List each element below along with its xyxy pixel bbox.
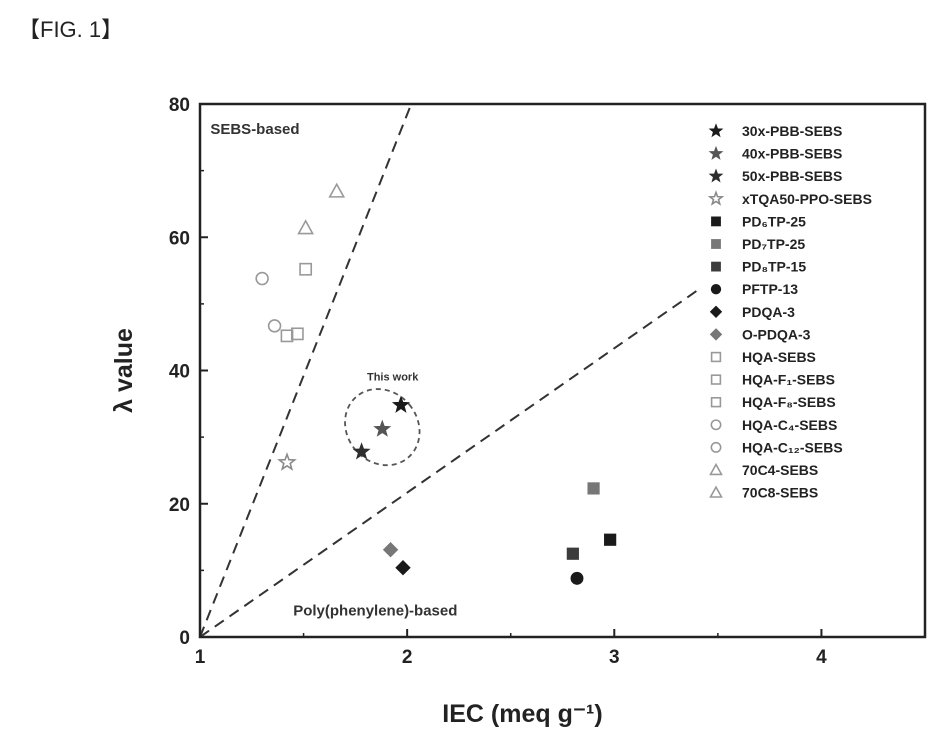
legend-label: HQA-F₈-SEBS [742, 394, 836, 410]
legend-label: 50x-PBB-SEBS [742, 168, 842, 184]
dashed-guide-line-2 [200, 289, 698, 637]
x-tick-label: 2 [402, 647, 413, 668]
data-point [587, 482, 600, 495]
legend-label: 70C8-SEBS [742, 485, 818, 501]
legend-marker [710, 351, 722, 363]
data-point [395, 560, 411, 576]
legend-marker [709, 305, 723, 319]
legend-label: PDQA-3 [742, 304, 795, 320]
legend-label: O-PDQA-3 [742, 326, 811, 342]
data-point [566, 547, 579, 560]
legend-label: HQA-SEBS [742, 349, 816, 365]
legend-label: PD₇TP-25 [742, 236, 805, 252]
y-tick-label: 40 [169, 362, 190, 383]
legend-label: HQA-F₁-SEBS [742, 372, 835, 388]
data-point [290, 327, 304, 341]
data-point [391, 395, 410, 413]
data-point [373, 419, 392, 437]
legend-marker [710, 284, 722, 295]
data-point [328, 182, 346, 198]
data-point [297, 219, 315, 235]
y-tick-label: 0 [179, 628, 190, 649]
legend-label: HQA-C₁₂-SEBS [742, 439, 843, 455]
chart-labels: IEC (meq g⁻¹) λ value SEBS-based Poly(pheny… [110, 121, 603, 728]
legend-marker [708, 123, 724, 138]
legend-marker [710, 396, 722, 408]
data-point [299, 262, 313, 276]
legend: 30x-PBB-SEBS 40x-PBB-SEBS 50x-PBB-SEBS xTQA… [707, 123, 872, 501]
data-point [570, 571, 584, 585]
legend-marker [710, 419, 722, 431]
data-point [604, 533, 617, 546]
data-point [255, 271, 269, 286]
legend-label: 30x-PBB-SEBS [742, 123, 842, 139]
y-tick-label: 80 [169, 95, 190, 116]
region-label-2: Poly(phenylene)-based [293, 603, 457, 620]
data-point [280, 329, 294, 343]
legend-label: PFTP-13 [742, 281, 798, 297]
legend-marker [711, 216, 721, 227]
legend-label: 70C4-SEBS [742, 462, 818, 478]
region-label-1: SEBS-based [210, 121, 299, 138]
x-tick-label: 4 [816, 647, 827, 668]
y-axis-title: λ value [110, 328, 138, 413]
legend-label: HQA-C₄-SEBS [742, 417, 837, 433]
legend-label: PD₆TP-25 [742, 213, 806, 229]
x-axis-title: IEC (meq g⁻¹) [442, 700, 602, 728]
legend-marker [709, 328, 723, 341]
x-tick-label: 3 [609, 647, 620, 668]
legend-marker [709, 462, 723, 476]
legend-label: PD₈TP-15 [742, 259, 806, 275]
data-point [382, 542, 399, 558]
legend-label: 40x-PBB-SEBS [742, 146, 842, 162]
legend-marker [710, 441, 722, 453]
y-tick-label: 60 [169, 228, 190, 249]
guide-lines [200, 104, 698, 637]
y-tick-label: 20 [169, 495, 190, 516]
legend-marker [711, 261, 721, 272]
legend-marker [707, 190, 725, 206]
legend-label: xTQA50-PPO-SEBS [742, 191, 872, 207]
data-point [352, 442, 371, 460]
legend-marker [711, 239, 721, 249]
figure-label: 【FIG. 1】 [18, 17, 124, 42]
legend-marker [708, 168, 724, 183]
this-work-label: This work [367, 371, 419, 383]
data-point [277, 452, 297, 471]
x-tick-label: 1 [195, 647, 206, 668]
data-points [255, 182, 617, 585]
dashed-guide-line-1 [200, 104, 413, 637]
legend-marker [710, 374, 722, 385]
legend-marker [708, 145, 724, 160]
data-point [267, 319, 282, 333]
legend-marker [709, 485, 723, 498]
